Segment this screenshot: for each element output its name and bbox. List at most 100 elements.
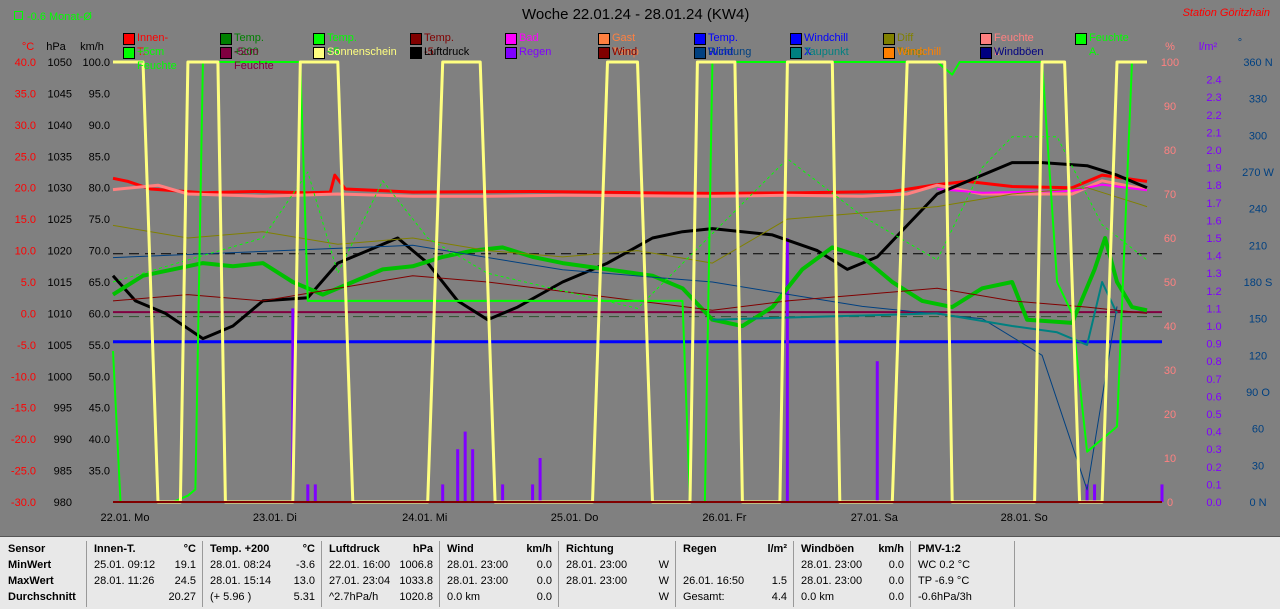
- stats-column-header: Windböen: [801, 543, 855, 555]
- rain-bar: [1160, 484, 1164, 502]
- stats-row-label: MaxWert: [8, 575, 54, 587]
- chart-background: [0, 0, 1280, 536]
- wind-tick-label: 85.0: [89, 151, 110, 163]
- series-line-bad: [937, 183, 1148, 194]
- direction-tick-label: 240: [1249, 204, 1267, 216]
- stats-cell-time: 28.01. 23:00: [447, 575, 509, 587]
- pressure-tick-label: 1035: [48, 151, 72, 163]
- stats-cell-value: 0.0: [536, 559, 552, 571]
- stats-column-header: PMV-1:2: [918, 543, 961, 555]
- temp-tick-label: -5.0: [17, 340, 36, 352]
- wind-tick-label: 60.0: [89, 308, 110, 320]
- temp-tick-label: 0.0: [21, 308, 36, 320]
- rain-tick-label: 1.8: [1206, 180, 1221, 192]
- legend-swatch: [790, 47, 802, 59]
- legend-swatch: [1075, 33, 1087, 45]
- stats-column-header: Sensor: [8, 543, 46, 555]
- pressure-tick-label: 1025: [48, 214, 72, 226]
- direction-tick-label: 330: [1249, 94, 1267, 106]
- legend-swatch: [598, 33, 610, 45]
- legend-label: Taupunkt: [804, 46, 849, 58]
- legend-swatch: [694, 33, 706, 45]
- stats-column-unit: km/h: [526, 543, 552, 555]
- legend-label: Feuchte I.: [994, 32, 1034, 58]
- rain-bar: [501, 484, 505, 502]
- percent-unit-label: %: [1165, 41, 1175, 53]
- rain-tick-label: 1.4: [1206, 251, 1221, 263]
- legend-label: Regen: [519, 46, 552, 58]
- stats-column-unit: °C: [183, 543, 196, 555]
- pressure-tick-label: 990: [54, 434, 72, 446]
- rain-tick-label: 1.7: [1206, 198, 1221, 210]
- temp-tick-label: 40.0: [15, 57, 36, 69]
- rain-unit-label: l/m²: [1199, 41, 1218, 53]
- pressure-tick-label: 1005: [48, 340, 72, 352]
- stats-column-header: Innen-T.: [94, 543, 136, 555]
- stats-cell-time: 27.01. 23:04: [329, 575, 391, 587]
- legend-label: Sonnenschein: [327, 46, 397, 58]
- series-line-diff-temp-: [112, 187, 1148, 264]
- legend-swatch: [123, 33, 135, 45]
- wind-tick-label: 100.0: [82, 57, 110, 69]
- stats-column: Regen l/m² 26.01. 16:50 1.5 Gesamt: 4.4: [679, 541, 794, 607]
- stats-cell-time: 26.01. 16:50: [683, 575, 745, 587]
- legend-label: Windböen: [994, 46, 1044, 58]
- series-line-temp-200: [111, 236, 1148, 328]
- series-line-richtung: [112, 244, 1118, 491]
- humidity-tick-label: 30: [1164, 365, 1176, 377]
- rain-tick-label: 1.1: [1206, 303, 1221, 315]
- stats-cell-value: W: [658, 591, 669, 603]
- stats-column-unit: °C: [302, 543, 315, 555]
- legend-label: Gast Temp: [612, 32, 639, 58]
- rain-tick-label: 2.4: [1206, 75, 1221, 87]
- stats-cell-time: TP -6.9 °C: [918, 575, 970, 587]
- legend-swatch: [694, 47, 706, 59]
- stats-cell-time: 22.01. 16:00: [329, 559, 391, 571]
- stats-column-header: Wind: [447, 543, 474, 555]
- stats-cell-time: 0.0 km: [801, 591, 835, 603]
- legend-swatch: [220, 33, 232, 45]
- legend-swatch: [980, 33, 992, 45]
- temp-tick-label: 25.0: [15, 151, 36, 163]
- stats-column-header: Luftdruck: [329, 543, 380, 555]
- stats-column-unit: km/h: [878, 543, 904, 555]
- stats-cell-value: 13.0: [293, 575, 315, 587]
- legend-swatch: [313, 33, 325, 45]
- stats-column: Windböen km/h 28.01. 23:00 0.0 28.01. 23:00 0…: [797, 541, 911, 607]
- weather-chart: °C hPa km/h% l/m² ° 40.0 35.0 30.0 25.0 20.0 15.0 1…: [0, 0, 1280, 536]
- direction-tick-label: 300: [1249, 130, 1267, 142]
- direction-tick-label: 360 N: [1243, 57, 1272, 69]
- wind-unit-label: km/h: [80, 41, 104, 53]
- stats-column: Wind km/h 28.01. 23:00 0.0 28.01. 23:00 0.0 0.…: [443, 541, 559, 607]
- x-tick-label: 28.01. So: [1001, 512, 1048, 524]
- stats-cell-value: 1033.8: [399, 575, 433, 587]
- wind-tick-label: 55.0: [89, 340, 110, 352]
- pressure-unit-label: hPa: [46, 41, 66, 53]
- rain-bar: [531, 484, 535, 502]
- legend-swatch: [220, 47, 232, 59]
- stats-column: Innen-T. °C 25.01. 09:12 19.1 28.01. 11:26 24…: [90, 541, 203, 607]
- stats-column: Richtung 28.01. 23:00 W 28.01. 23:00 W W: [562, 541, 676, 607]
- temp-tick-label: 20.0: [15, 183, 36, 195]
- direction-tick-label: 60: [1252, 424, 1264, 436]
- stats-cell-value: 1.5: [771, 575, 787, 587]
- legend-label: Luftdruck: [424, 46, 470, 58]
- rain-bar: [1093, 484, 1097, 502]
- stats-column: Luftdruck hPa 22.01. 16:00 1006.8 27.01. 23:…: [325, 541, 440, 607]
- stats-column-header: Temp. +200: [210, 543, 270, 555]
- temp-tick-label: -10.0: [11, 371, 36, 383]
- stats-cell-value: 0.0: [888, 591, 904, 603]
- moon-indicator: -0.6 Monat-Ø: [14, 11, 92, 23]
- legend-swatch: [980, 47, 992, 59]
- x-tick-label: 23.01. Di: [253, 512, 297, 524]
- rain-tick-label: 0.4: [1206, 427, 1221, 439]
- legend-swatch: [883, 47, 895, 59]
- rain-bar: [471, 449, 475, 502]
- humidity-tick-label: 70: [1164, 189, 1176, 201]
- humidity-tick-label: 40: [1164, 321, 1176, 333]
- wind-tick-label: 80.0: [89, 183, 110, 195]
- legend-label: Temp. +200: [234, 32, 264, 58]
- station-name: Station Göritzhain: [1182, 7, 1270, 19]
- temp-tick-label: -20.0: [11, 434, 36, 446]
- legend-label: Temp. +5: [327, 32, 357, 58]
